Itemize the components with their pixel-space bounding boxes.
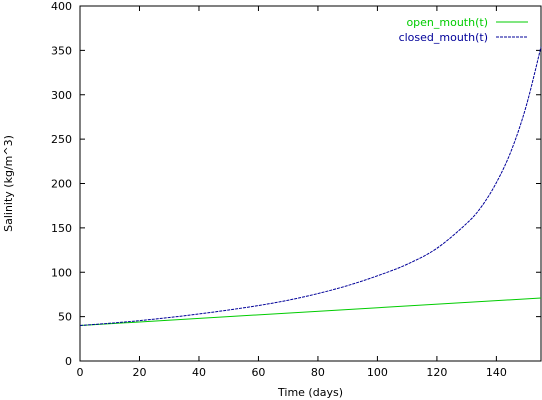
x-tick-label-4: 80 xyxy=(311,366,325,379)
series-line-open_mouth(t) xyxy=(79,297,542,326)
x-axis-label: Time (days) xyxy=(277,386,343,399)
y-tick-label-6: 300 xyxy=(51,89,72,102)
y-tick-label-4: 200 xyxy=(51,178,72,191)
x-tick-label-5: 100 xyxy=(367,366,388,379)
series-line-closed_mouth(t) xyxy=(79,46,542,326)
x-tick-label-3: 60 xyxy=(251,366,265,379)
y-tick-label-8: 400 xyxy=(51,0,72,13)
y-tick-label-2: 100 xyxy=(51,266,72,279)
y-tick-label-1: 50 xyxy=(58,311,72,324)
y-tick-label-7: 350 xyxy=(51,44,72,57)
plot-frame xyxy=(79,5,542,362)
axes: 0 20 40 60 80 100 120 140 0 50 100 150 200 250 300 350 4… xyxy=(51,0,542,379)
y-tick-label-0: 0 xyxy=(65,355,72,368)
y-tick-label-5: 250 xyxy=(51,133,72,146)
legend: open_mouth(t) closed_mouth(t) xyxy=(399,16,528,44)
x-tick-label-2: 40 xyxy=(192,366,206,379)
x-tick-label-0: 0 xyxy=(77,366,84,379)
series-group xyxy=(79,46,542,326)
legend-label-closed_mouth(t): closed_mouth(t) xyxy=(399,31,488,44)
legend-label-open_mouth(t): open_mouth(t) xyxy=(406,16,488,29)
x-tick-label-6: 120 xyxy=(426,366,447,379)
y-tick-label-3: 150 xyxy=(51,222,72,235)
y-axis-label: Salinity (kg/m^3) xyxy=(2,135,15,232)
x-tick-label-1: 20 xyxy=(132,366,146,379)
x-tick-label-7: 140 xyxy=(486,366,507,379)
